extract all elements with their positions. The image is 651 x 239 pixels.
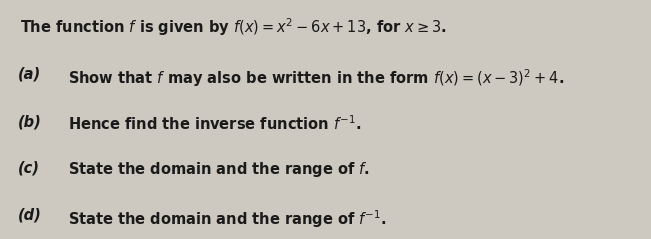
Text: State the domain and the range of $f$.: State the domain and the range of $f$. (68, 160, 370, 179)
Text: (d): (d) (18, 208, 42, 223)
Text: (a): (a) (18, 67, 42, 82)
Text: The function $f$ is given by $f(x)=x^2-6x+13$, for $x\geq 3$.: The function $f$ is given by $f(x)=x^2-6… (20, 17, 447, 38)
Text: (b): (b) (18, 115, 42, 130)
Text: (c): (c) (18, 160, 40, 175)
Text: State the domain and the range of $f^{-1}$.: State the domain and the range of $f^{-1… (68, 208, 387, 230)
Text: Show that $f$ may also be written in the form $f(x)=(x-3)^2+4$.: Show that $f$ may also be written in the… (68, 67, 564, 89)
Text: Hence find the inverse function $f^{-1}$.: Hence find the inverse function $f^{-1}$… (68, 115, 361, 133)
